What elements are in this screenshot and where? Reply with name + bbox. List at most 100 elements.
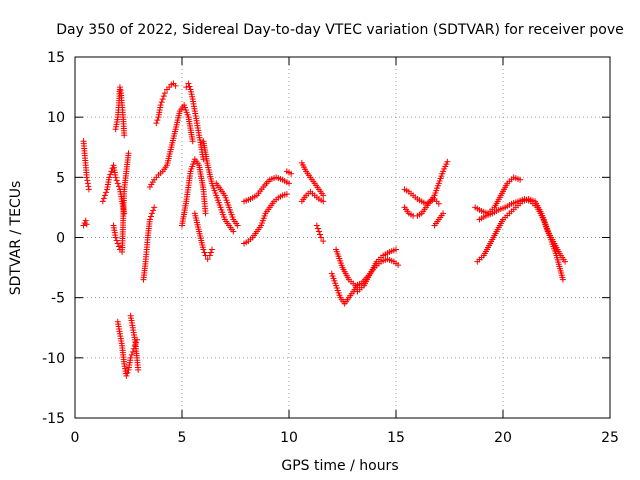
data-series-seg5 xyxy=(110,150,132,255)
y-tick-label: 10 xyxy=(47,110,65,126)
data-point xyxy=(149,210,156,217)
data-point xyxy=(200,246,207,253)
data-series-seg24 xyxy=(354,246,399,295)
data-point xyxy=(159,96,166,103)
data-point xyxy=(393,246,399,253)
data-point xyxy=(186,83,193,90)
data-series-seg10 xyxy=(153,80,179,127)
data-layer xyxy=(80,80,569,379)
data-series-seg6 xyxy=(114,318,141,379)
data-point xyxy=(158,99,165,106)
data-point xyxy=(135,366,142,373)
data-point xyxy=(189,138,196,145)
data-point xyxy=(288,170,295,177)
x-tick-label: 15 xyxy=(387,430,405,446)
data-point xyxy=(124,369,131,376)
data-point xyxy=(128,351,135,358)
y-tick-label: 0 xyxy=(56,231,65,247)
data-point xyxy=(207,249,214,256)
data-series-seg1 xyxy=(80,217,90,229)
data-point xyxy=(160,93,167,100)
data-point xyxy=(147,213,154,220)
data-series-seg3 xyxy=(99,162,128,217)
data-point xyxy=(517,176,524,183)
y-axis-label: SDTVAR / TECUs xyxy=(8,181,24,296)
data-point xyxy=(107,171,114,178)
data-series-seg13 xyxy=(191,210,215,263)
data-point xyxy=(208,246,215,253)
data-point xyxy=(444,158,451,165)
data-point xyxy=(125,150,132,157)
data-point xyxy=(317,231,324,238)
data-point xyxy=(123,372,130,379)
data-point xyxy=(108,168,115,175)
data-point xyxy=(84,177,91,184)
data-point xyxy=(435,200,442,207)
data-point xyxy=(440,210,447,217)
data-point xyxy=(283,191,290,198)
data-point xyxy=(101,192,108,199)
y-tick-label: -5 xyxy=(51,291,65,307)
y-tick-label: -15 xyxy=(42,411,65,427)
data-point xyxy=(112,234,119,241)
data-series-seg7 xyxy=(127,312,142,373)
x-tick-label: 5 xyxy=(178,430,187,446)
data-point xyxy=(202,210,209,217)
data-series-seg19 xyxy=(298,159,327,199)
data-point xyxy=(103,189,110,196)
grid-layer xyxy=(75,57,610,418)
data-series-seg16 xyxy=(241,191,290,247)
data-series-seg2 xyxy=(80,138,92,193)
data-point xyxy=(161,90,168,97)
data-point xyxy=(286,180,292,187)
data-point xyxy=(318,234,325,241)
data-point xyxy=(114,240,121,247)
data-series-seg21 xyxy=(313,222,327,245)
data-point xyxy=(117,87,124,94)
data-point xyxy=(114,180,121,187)
data-point xyxy=(320,238,327,245)
data-point xyxy=(395,262,402,269)
data-series-seg15 xyxy=(213,180,241,229)
data-point xyxy=(115,243,122,250)
x-tick-label: 25 xyxy=(601,430,619,446)
data-point xyxy=(204,256,211,263)
chart-title: Day 350 of 2022, Sidereal Day-to-day VTE… xyxy=(56,22,624,38)
data-point xyxy=(314,225,321,232)
data-point xyxy=(172,82,179,89)
x-tick-label: 20 xyxy=(494,430,512,446)
data-point xyxy=(154,117,161,124)
data-point xyxy=(185,80,192,87)
data-point xyxy=(113,177,120,184)
data-point xyxy=(113,237,120,244)
data-point xyxy=(315,228,322,235)
data-series-seg18 xyxy=(283,168,295,177)
data-point xyxy=(129,348,136,355)
data-point xyxy=(562,258,569,265)
data-point xyxy=(153,120,160,127)
data-point xyxy=(100,195,107,202)
data-point xyxy=(127,354,134,361)
data-point xyxy=(121,132,128,139)
data-point xyxy=(85,183,92,190)
data-series-seg26 xyxy=(401,158,451,207)
data-point xyxy=(320,198,327,205)
data-point xyxy=(200,156,207,163)
data-point xyxy=(116,84,123,91)
data-point xyxy=(112,174,119,181)
data-point xyxy=(313,222,320,229)
data-point xyxy=(85,186,92,193)
data-point xyxy=(150,207,157,214)
data-point xyxy=(230,228,237,235)
y-tick-label: 5 xyxy=(56,170,65,186)
data-point xyxy=(320,192,327,199)
data-point xyxy=(201,249,208,256)
x-axis-label: GPS time / hours xyxy=(281,458,398,474)
y-tick-label: 15 xyxy=(47,50,65,66)
data-point xyxy=(146,216,153,223)
data-point xyxy=(83,221,90,228)
data-point xyxy=(84,180,91,187)
tick-layer: 0 5 10 15 20 25 -15 -10 -5 0 5 10 15 xyxy=(42,50,619,446)
data-point xyxy=(82,217,89,224)
